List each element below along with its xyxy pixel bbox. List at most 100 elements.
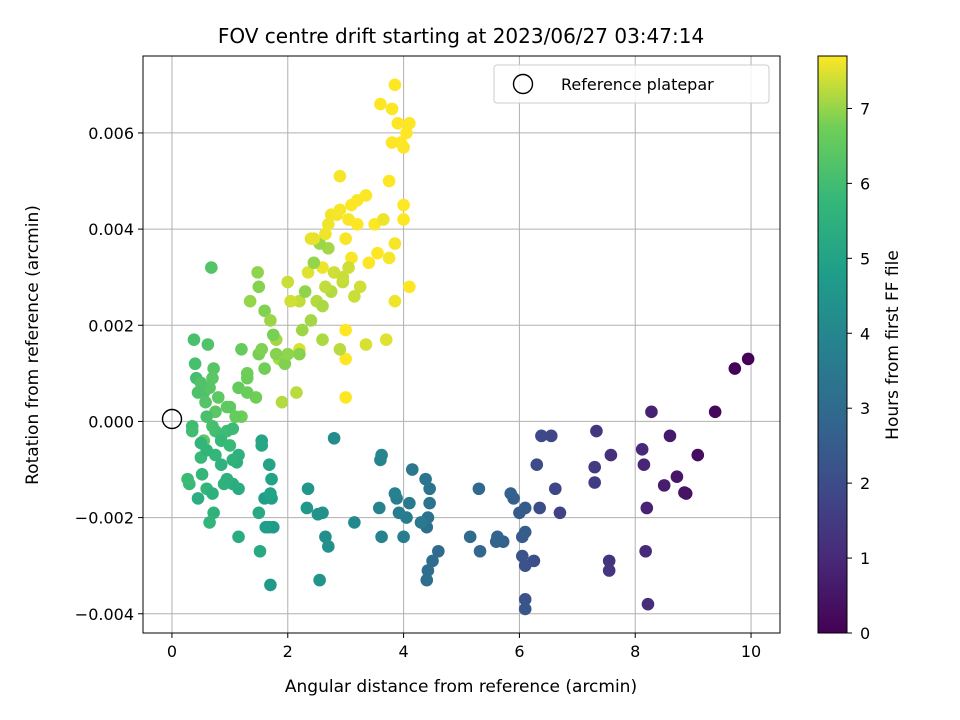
x-axis-label: Angular distance from reference (arcmin) — [285, 677, 637, 697]
data-point — [374, 97, 387, 111]
data-point — [293, 347, 306, 361]
data-point — [199, 395, 212, 409]
data-point — [278, 357, 292, 371]
data-point — [187, 333, 201, 346]
data-point — [403, 496, 416, 510]
data-point — [194, 436, 208, 450]
data-point — [640, 501, 654, 515]
data-point — [549, 482, 562, 496]
data-point — [253, 544, 267, 558]
colorbar-tick-label: 3 — [860, 399, 870, 418]
data-point — [348, 516, 361, 529]
data-points — [181, 78, 755, 616]
data-point — [403, 280, 416, 294]
y-tick-label: −0.004 — [75, 605, 134, 624]
x-tick-label: 0 — [167, 642, 177, 661]
y-axis-label: Rotation from reference (arcmin) — [23, 205, 43, 485]
data-point — [400, 126, 413, 140]
data-point — [641, 597, 655, 611]
data-point — [348, 290, 361, 303]
y-tick-label: 0.006 — [88, 124, 134, 143]
data-point — [214, 434, 228, 447]
data-point — [264, 314, 277, 327]
data-point — [240, 367, 254, 380]
data-point — [206, 371, 219, 385]
data-point — [678, 486, 691, 499]
data-point — [426, 554, 439, 568]
data-point — [423, 482, 436, 496]
data-point — [602, 554, 616, 568]
data-point — [252, 280, 266, 294]
data-point — [491, 530, 504, 544]
data-point — [259, 520, 273, 534]
data-point — [313, 573, 326, 587]
colorbar-label: Hours from first FF file — [883, 250, 903, 440]
data-point — [377, 213, 390, 226]
data-point — [382, 174, 396, 188]
data-point — [420, 573, 434, 587]
data-point — [728, 362, 742, 375]
data-point — [293, 294, 306, 308]
data-point — [319, 280, 332, 294]
data-point — [319, 227, 332, 241]
data-point — [327, 431, 341, 445]
colorbar-tick-label: 1 — [860, 549, 870, 568]
data-point — [185, 424, 199, 438]
data-point — [240, 386, 254, 399]
data-point — [307, 256, 321, 270]
data-point — [191, 492, 205, 505]
data-point — [388, 487, 402, 500]
colorbar-tick-label: 4 — [860, 324, 870, 343]
data-point — [663, 429, 677, 443]
data-point — [243, 294, 257, 308]
data-point — [421, 564, 435, 577]
data-point — [392, 506, 406, 520]
data-point — [290, 386, 303, 399]
colorbar-ticks: 0 1 2 3 4 5 6 7 — [847, 99, 870, 643]
data-point — [359, 338, 373, 351]
data-point — [226, 453, 240, 467]
data-point — [205, 261, 218, 274]
data-point — [388, 78, 402, 92]
data-point — [339, 352, 352, 366]
data-point — [300, 501, 314, 515]
data-point — [504, 487, 518, 500]
data-point — [322, 217, 335, 231]
legend-box — [493, 64, 770, 104]
data-point — [298, 285, 312, 298]
y-tick-label: −0.002 — [75, 509, 134, 528]
data-point — [301, 482, 315, 496]
colorbar-tick-label: 7 — [860, 99, 870, 118]
data-point — [235, 343, 248, 356]
data-point — [211, 391, 225, 404]
data-point — [251, 266, 264, 279]
x-axis-ticks: 0 2 4 6 8 10 — [167, 633, 761, 661]
y-axis-ticks: −0.004 −0.002 0.000 0.002 0.004 0.006 — [75, 124, 143, 624]
data-point — [691, 448, 705, 462]
data-point — [518, 501, 532, 515]
data-point — [339, 232, 352, 246]
data-point — [194, 376, 208, 390]
data-point — [201, 338, 215, 351]
data-point — [403, 117, 416, 130]
legend-label: Reference platepar — [561, 75, 714, 94]
data-point — [388, 294, 402, 308]
colorbar-tick-label: 6 — [860, 174, 870, 193]
colorbar-tick-label: 2 — [860, 474, 870, 493]
data-point — [262, 458, 276, 472]
data-point — [397, 141, 410, 154]
data-point — [220, 472, 234, 486]
data-point — [232, 530, 245, 544]
data-point — [463, 530, 477, 544]
data-point — [405, 463, 419, 476]
data-point — [588, 476, 601, 489]
data-point — [535, 429, 548, 443]
data-point — [207, 362, 220, 375]
data-point — [645, 405, 658, 419]
data-point — [345, 198, 358, 212]
data-point — [391, 117, 405, 130]
data-point — [339, 391, 352, 404]
data-point — [518, 525, 532, 539]
data-point — [264, 487, 277, 500]
data-point — [414, 516, 428, 529]
